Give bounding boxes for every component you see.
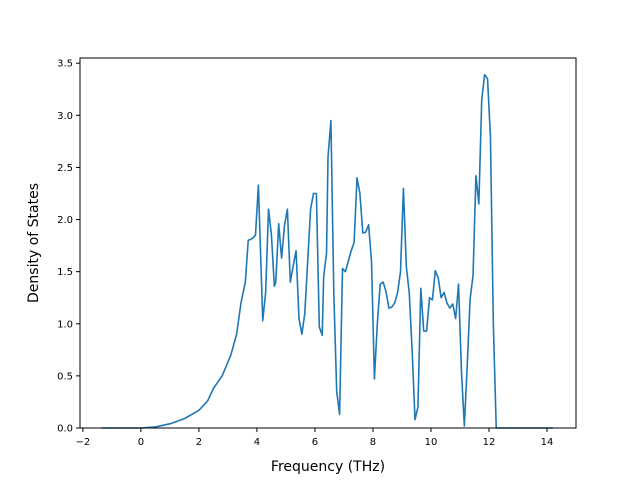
x-tick-label: 2: [196, 437, 202, 448]
y-tick-label: 1.0: [57, 319, 73, 330]
x-axis: −2 0 2 4 6 8 10 12 14: [76, 428, 554, 448]
x-tick-label: 0: [138, 437, 144, 448]
y-axis-label: Density of States: [26, 183, 42, 303]
x-tick-label: 6: [312, 437, 318, 448]
axes-frame: [79, 57, 577, 429]
y-tick-label: 0.0: [57, 424, 73, 435]
y-tick-label: 3.0: [57, 111, 73, 122]
x-tick-label: 10: [425, 437, 438, 448]
series-line-0: [101, 73, 553, 429]
y-tick-label: 1.5: [57, 267, 73, 278]
x-tick-label: −2: [76, 437, 91, 448]
x-tick-label: 8: [370, 437, 376, 448]
y-tick-label: 0.5: [57, 371, 73, 382]
x-tick-label: 4: [254, 437, 260, 448]
plot-area: [80, 58, 576, 428]
y-tick-label: 3.5: [57, 59, 73, 70]
series-layer: [101, 73, 553, 429]
x-tick-label: 12: [483, 437, 496, 448]
y-tick-label: 2.5: [57, 163, 73, 174]
y-tick-label: 2.0: [57, 215, 73, 226]
x-tick-label: 14: [541, 437, 554, 448]
y-axis: 0.0 0.5 1.0 1.5 2.0 2.5 3.0 3.5: [57, 59, 80, 435]
x-axis-label: Frequency (THz): [271, 459, 385, 475]
